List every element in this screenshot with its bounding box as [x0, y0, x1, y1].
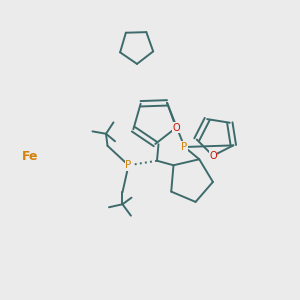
Text: P: P	[182, 142, 188, 152]
Text: O: O	[172, 123, 180, 133]
Text: Fe: Fe	[22, 149, 38, 163]
Text: P: P	[125, 160, 132, 170]
Text: O: O	[209, 151, 217, 161]
